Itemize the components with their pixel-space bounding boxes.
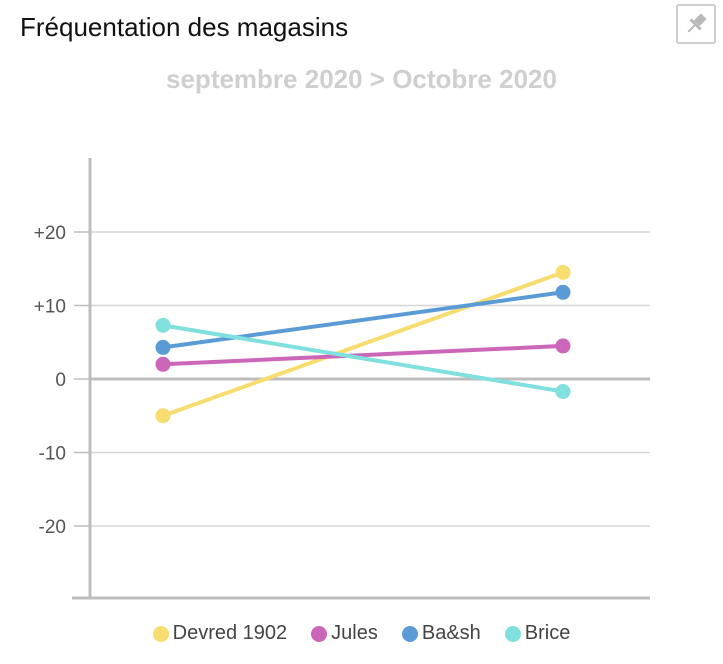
legend-label: Brice [524, 622, 571, 644]
legend-label: Jules [331, 622, 378, 644]
series-line-devred-1902 [162, 270, 564, 418]
legend-item-brice[interactable]: Brice [504, 622, 571, 645]
gridlines [90, 231, 650, 527]
point-devred-1902[interactable] [555, 264, 571, 280]
legend-label: Ba&sh [421, 622, 481, 644]
y-tick-label: 0 [55, 370, 66, 391]
legend-item-devred-1902[interactable]: Devred 1902 [152, 622, 288, 645]
legend-dot-icon [401, 625, 418, 642]
y-axis-ticks: -20 -10 0 +10 +20 [34, 223, 90, 538]
legend-item-ba-sh[interactable]: Ba&sh [401, 622, 481, 645]
legend-dot-icon [504, 625, 521, 642]
y-tick-label: +20 [34, 223, 66, 244]
legend: Devred 1902 Jules Ba&sh Brice [0, 622, 723, 645]
series-line-ba-sh [162, 290, 564, 350]
legend-label: Devred 1902 [172, 622, 288, 644]
point-brice[interactable] [155, 317, 171, 333]
series-line-jules [162, 343, 564, 367]
point-ba-sh[interactable] [155, 339, 171, 355]
pin-button[interactable] [676, 4, 716, 44]
pin-icon [687, 13, 707, 33]
legend-dot-icon [152, 625, 169, 642]
chart-subtitle: septembre 2020 > Octobre 2020 [166, 64, 557, 94]
point-jules[interactable] [555, 338, 571, 354]
point-ba-sh[interactable] [555, 284, 571, 300]
y-tick-label: +10 [34, 297, 66, 318]
legend-dot-icon [311, 625, 328, 642]
point-devred-1902[interactable] [155, 408, 171, 424]
point-brice[interactable] [555, 383, 571, 399]
series-lines [155, 264, 571, 424]
y-tick-label: -20 [39, 517, 66, 538]
series-line-brice [162, 323, 564, 394]
legend-item-jules[interactable]: Jules [311, 622, 378, 645]
chart-title: Fréquentation des magasins [20, 12, 349, 42]
y-tick-label: -10 [39, 444, 66, 465]
point-jules[interactable] [155, 356, 171, 372]
